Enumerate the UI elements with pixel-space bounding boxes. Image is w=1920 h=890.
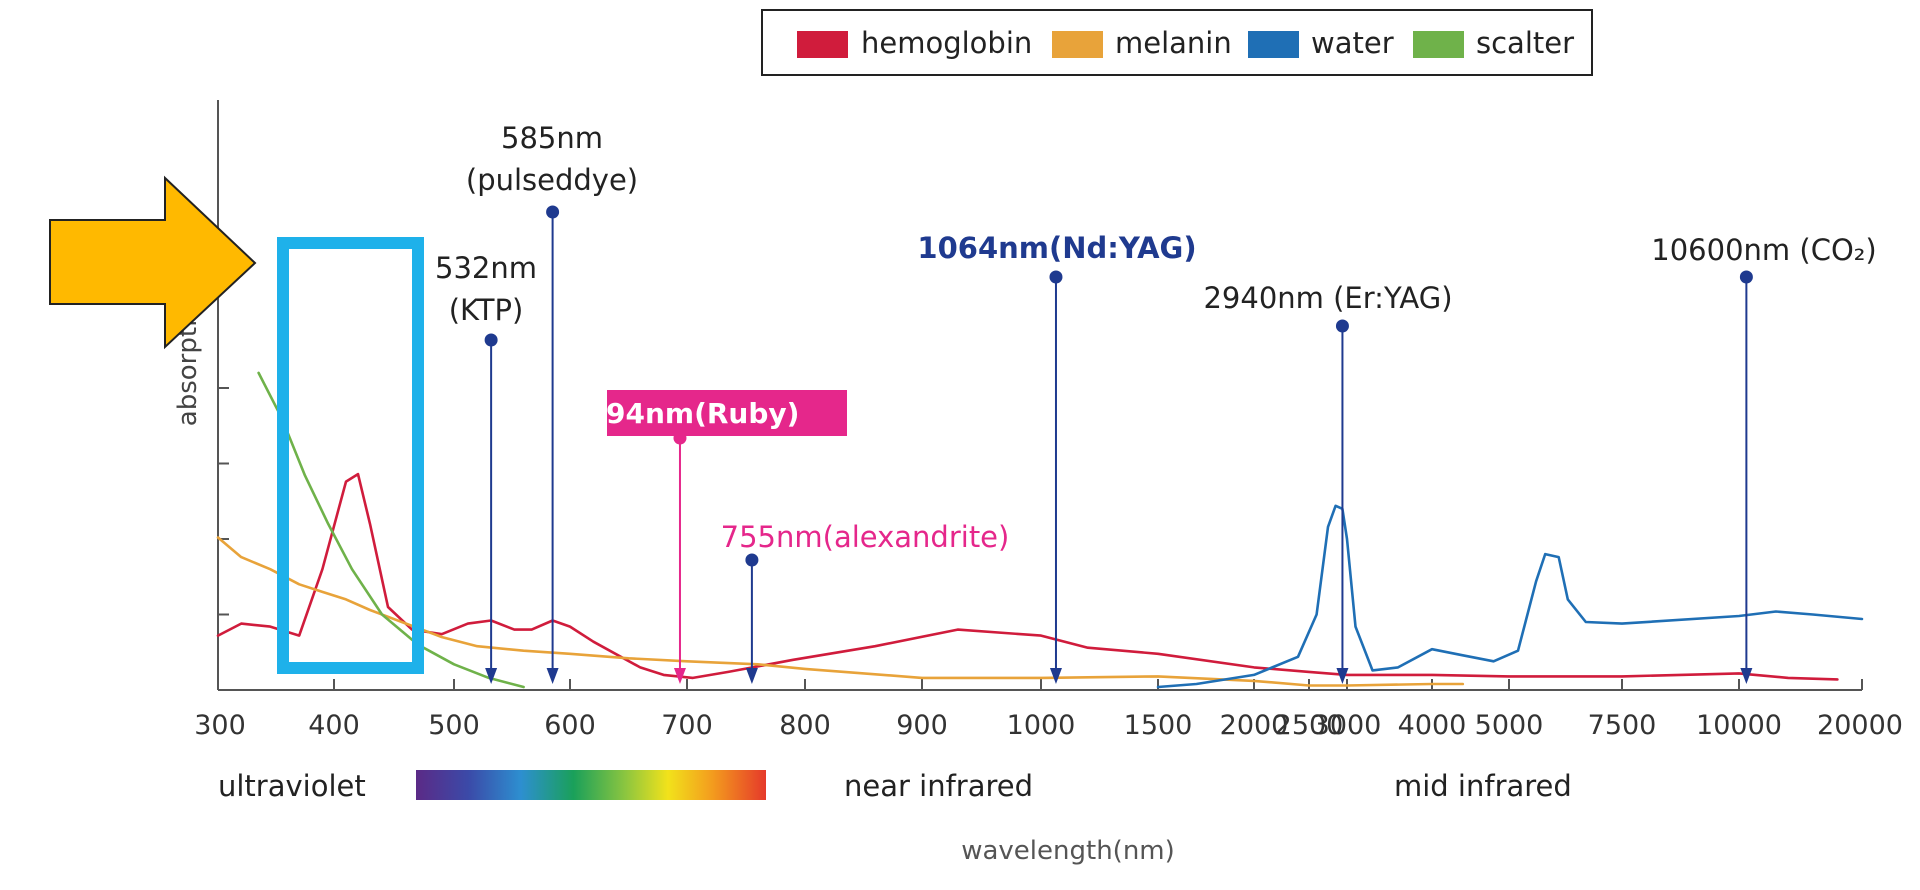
x-tick-label: 1500	[1124, 710, 1193, 741]
laser-arrowhead	[673, 668, 686, 684]
laser-dot	[546, 205, 560, 219]
laser-label-box	[607, 390, 847, 436]
series-line-scalter	[257, 371, 525, 689]
laser-label: 694nm(Ruby)	[587, 397, 800, 430]
laser-arrowhead	[745, 668, 758, 684]
x-tick-label: 600	[544, 710, 596, 741]
legend-label: water	[1311, 26, 1394, 60]
band-label-mid-infrared: mid infrared	[1394, 769, 1572, 803]
laser-label: 532nm	[435, 251, 537, 285]
laser-label: 2940nm (Er:YAG)	[1203, 281, 1452, 315]
pointer-arrow	[49, 175, 257, 350]
laser-arrowhead	[485, 668, 498, 684]
x-axis-label: wavelength(nm)	[961, 836, 1175, 866]
x-tick-label: 5000	[1475, 710, 1544, 741]
laser-arrowhead	[546, 668, 559, 684]
x-tick-label: 800	[779, 710, 831, 741]
x-tick-label: 300	[194, 710, 246, 741]
laser-arrowhead	[1049, 668, 1062, 684]
laser-label: (KTP)	[449, 293, 524, 327]
highlight-box	[277, 237, 424, 674]
x-tick-label: 7500	[1588, 710, 1657, 741]
laser-label: 585nm	[501, 121, 603, 155]
laser-dot	[1739, 270, 1753, 284]
legend: hemoglobin melanin water scalter	[761, 9, 1593, 76]
legend-swatch-hemoglobin	[797, 31, 848, 58]
laser-label: 10600nm (CO₂)	[1651, 233, 1876, 267]
legend-label: scalter	[1476, 26, 1574, 60]
legend-label: melanin	[1115, 26, 1232, 60]
laser-dot	[1049, 270, 1063, 284]
series-line-melanin	[216, 536, 1465, 687]
x-tick-label: 900	[896, 710, 948, 741]
x-tick-label: 500	[428, 710, 480, 741]
laser-label: (pulseddye)	[466, 163, 638, 197]
laser-dot	[745, 553, 759, 567]
laser-label: 755nm(alexandrite)	[721, 520, 1010, 554]
x-tick-label: 400	[308, 710, 360, 741]
series-line-hemoglobin	[216, 472, 1839, 681]
laser-dot	[1335, 319, 1349, 333]
legend-swatch-water	[1248, 31, 1299, 58]
laser-arrowhead	[1336, 668, 1349, 684]
legend-swatch-melanin	[1052, 31, 1103, 58]
x-tick-label: 2000	[1220, 710, 1289, 741]
x-tick-label: 4000	[1398, 710, 1467, 741]
x-tick-label: 2500	[1275, 710, 1344, 741]
legend-label: hemoglobin	[861, 26, 1032, 60]
x-tick-label: 3000	[1313, 710, 1382, 741]
legend-swatch-scalter	[1413, 31, 1464, 58]
x-tick-label: 700	[661, 710, 713, 741]
x-tick-label: 1000	[1007, 710, 1076, 741]
laser-dot	[484, 333, 498, 347]
laser-arrowhead	[1740, 668, 1753, 684]
x-tick-label: 10000	[1696, 710, 1782, 741]
visible-spectrum-bar	[416, 770, 766, 800]
laser-label: 1064nm(Nd:YAG)	[917, 231, 1196, 265]
band-label-near-infrared: near infrared	[844, 769, 1033, 803]
x-tick-label: 20000	[1817, 710, 1903, 741]
band-label-ultraviolet: ultraviolet	[218, 769, 366, 803]
series-line-water	[1156, 504, 1864, 689]
